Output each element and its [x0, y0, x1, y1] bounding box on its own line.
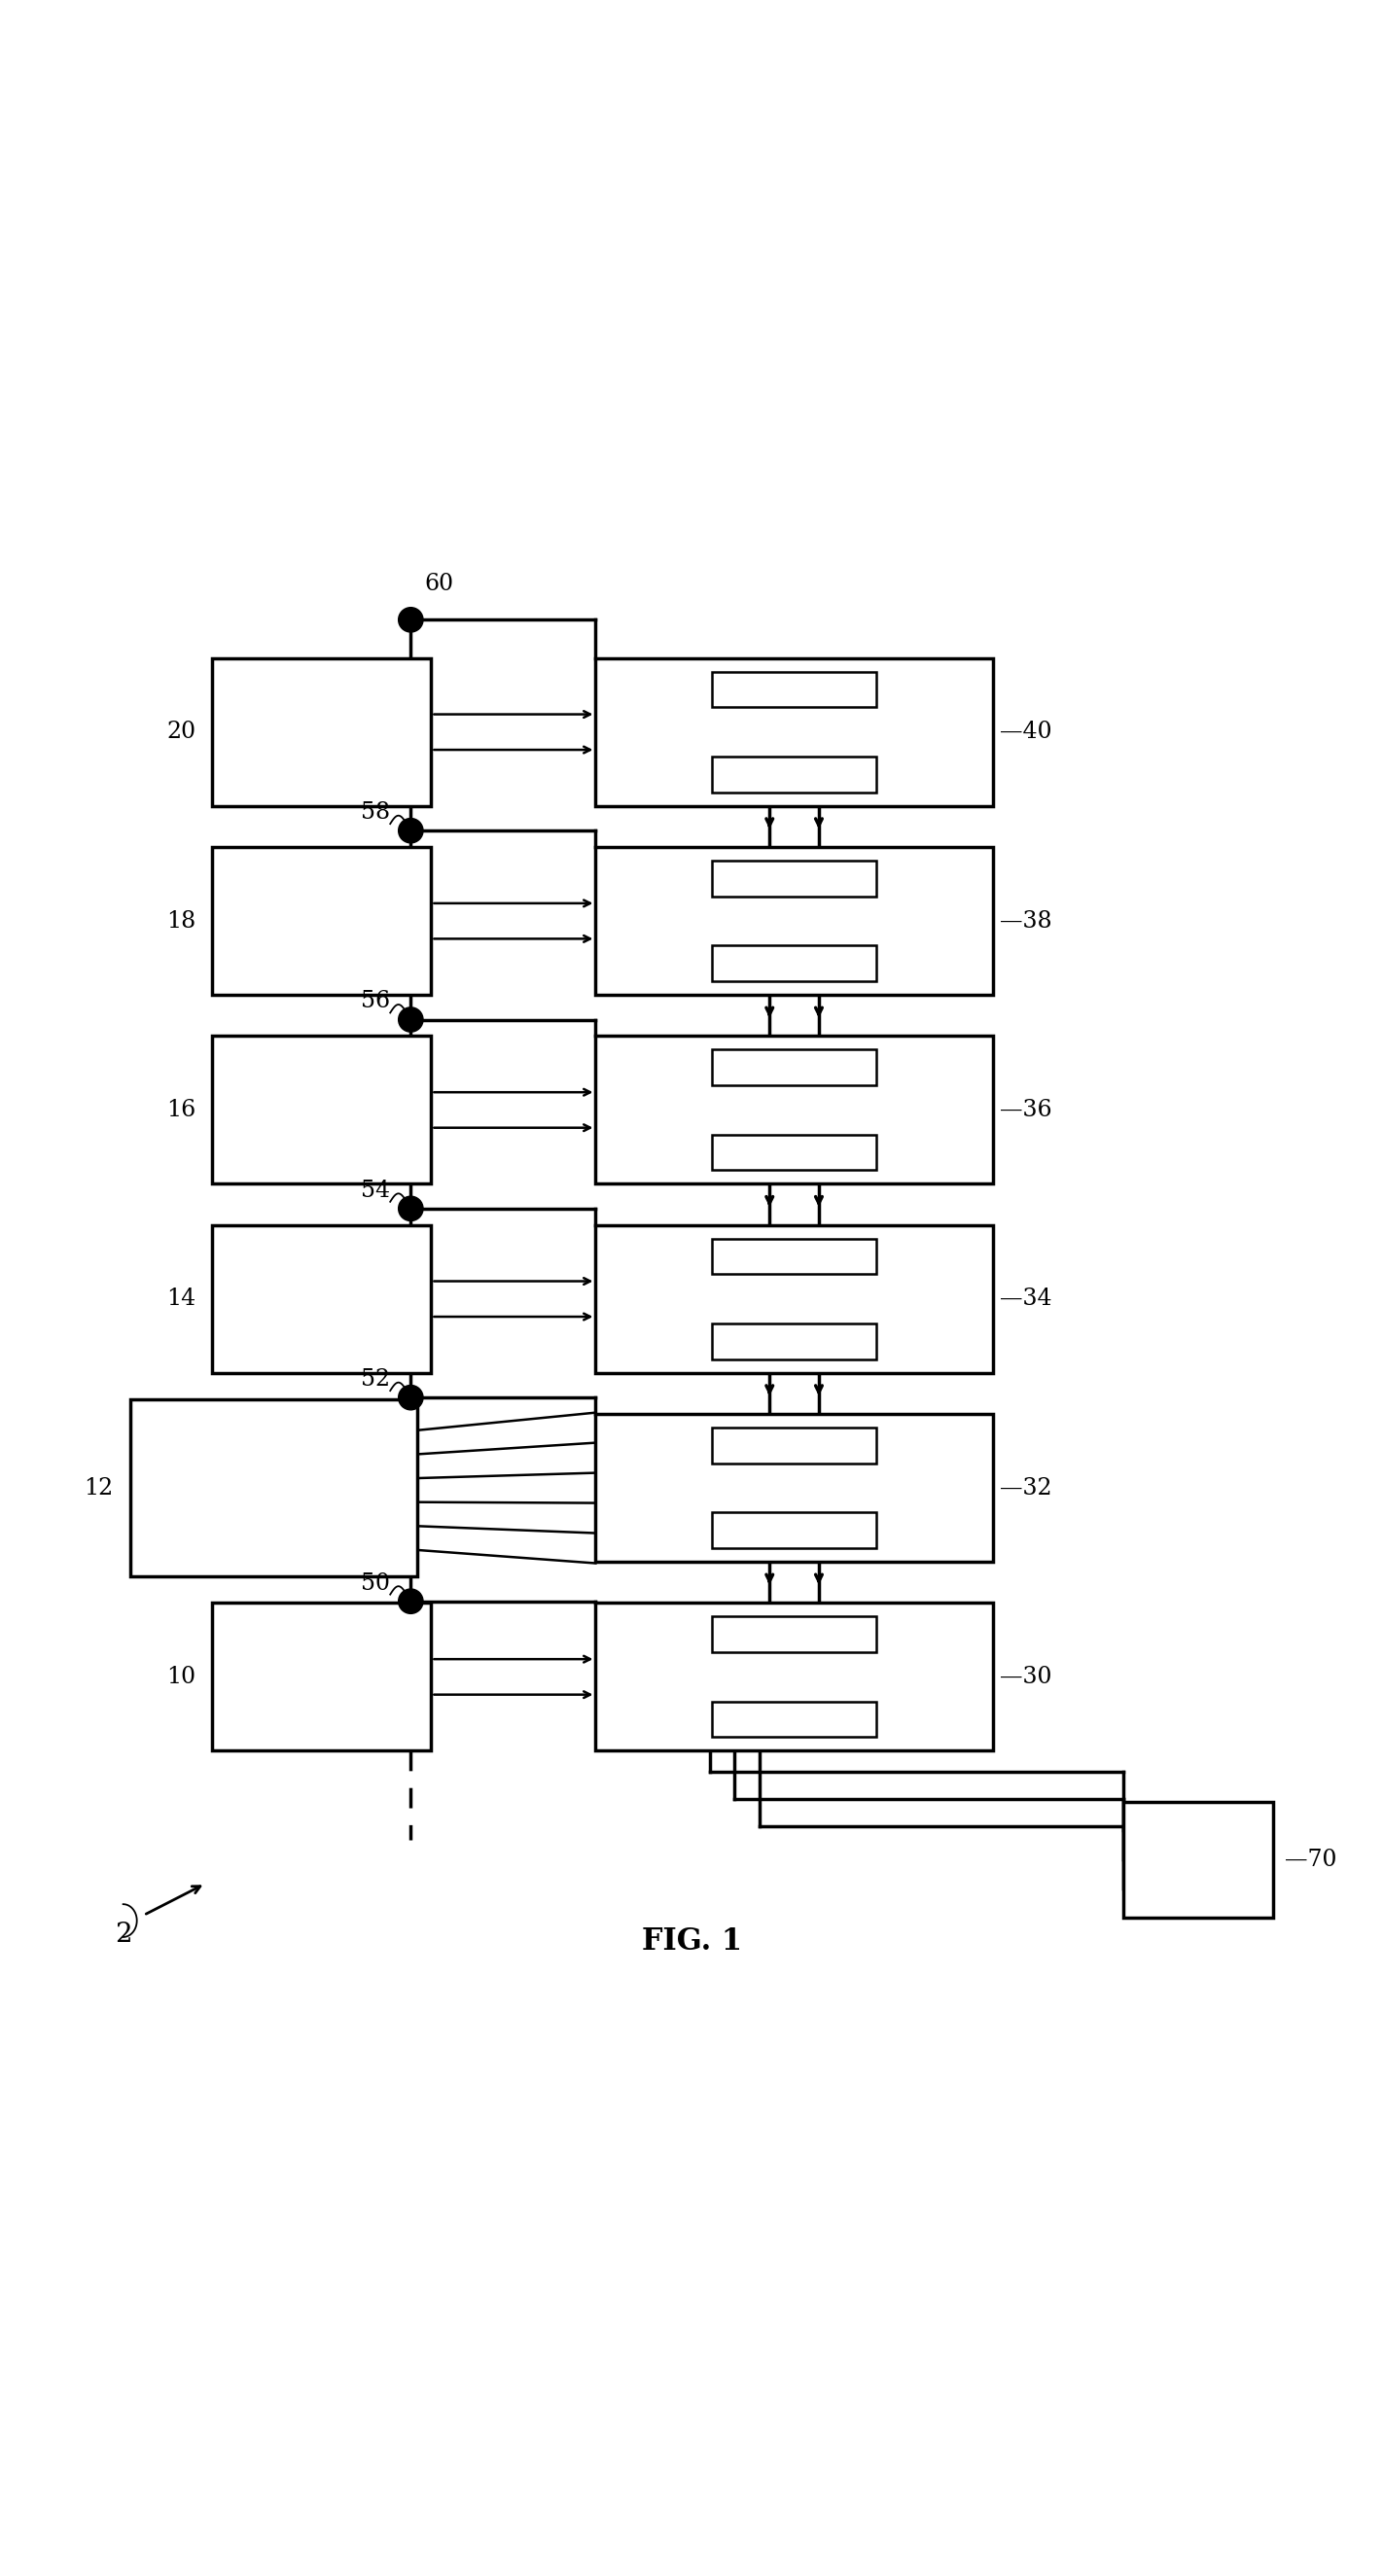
Circle shape	[398, 608, 423, 631]
Text: 2: 2	[115, 1922, 131, 1947]
Bar	[712, 1133, 877, 1170]
Text: 14: 14	[166, 1288, 196, 1311]
Bar	[712, 1239, 877, 1275]
Text: FIG. 1: FIG. 1	[642, 1927, 741, 1955]
Text: —40: —40	[1000, 721, 1052, 744]
Text: —70: —70	[1285, 1850, 1336, 1870]
Circle shape	[398, 1195, 423, 1221]
Text: 10: 10	[166, 1667, 196, 1687]
Text: —34: —34	[1000, 1288, 1052, 1311]
Bar	[712, 1618, 877, 1651]
Bar	[596, 1036, 993, 1185]
Bar	[712, 945, 877, 981]
Bar	[130, 1399, 418, 1577]
Bar	[212, 848, 431, 994]
Text: 16: 16	[166, 1100, 196, 1121]
Text: 52: 52	[361, 1368, 390, 1391]
Bar	[712, 1703, 877, 1736]
Bar	[712, 1324, 877, 1360]
Bar	[596, 1414, 993, 1561]
Bar	[712, 1512, 877, 1548]
Bar	[596, 848, 993, 994]
Text: —36: —36	[1000, 1100, 1052, 1121]
Circle shape	[398, 1007, 423, 1033]
Text: 20: 20	[166, 721, 196, 744]
Text: 56: 56	[361, 989, 390, 1012]
Bar	[712, 1427, 877, 1463]
Bar	[712, 757, 877, 793]
Bar	[212, 1226, 431, 1373]
Bar	[1123, 1801, 1274, 1919]
Text: —32: —32	[1000, 1476, 1052, 1499]
Text: 12: 12	[84, 1476, 113, 1499]
Text: —30: —30	[1000, 1667, 1051, 1687]
Text: 18: 18	[166, 909, 196, 933]
Bar	[712, 672, 877, 708]
Text: 58: 58	[361, 801, 390, 824]
Text: 60: 60	[425, 572, 454, 595]
Bar	[212, 1036, 431, 1185]
Bar	[596, 1226, 993, 1373]
Bar	[712, 1051, 877, 1084]
Bar	[596, 657, 993, 806]
Bar	[712, 860, 877, 896]
Bar	[596, 1602, 993, 1752]
Text: 54: 54	[361, 1180, 390, 1203]
Circle shape	[398, 819, 423, 842]
Bar	[212, 657, 431, 806]
Text: —38: —38	[1000, 909, 1052, 933]
Text: 50: 50	[361, 1571, 390, 1595]
Circle shape	[398, 1386, 423, 1409]
Circle shape	[398, 1589, 423, 1613]
Bar	[212, 1602, 431, 1752]
